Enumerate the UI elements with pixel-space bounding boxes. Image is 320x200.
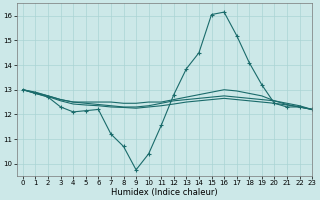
X-axis label: Humidex (Indice chaleur): Humidex (Indice chaleur) xyxy=(111,188,218,197)
